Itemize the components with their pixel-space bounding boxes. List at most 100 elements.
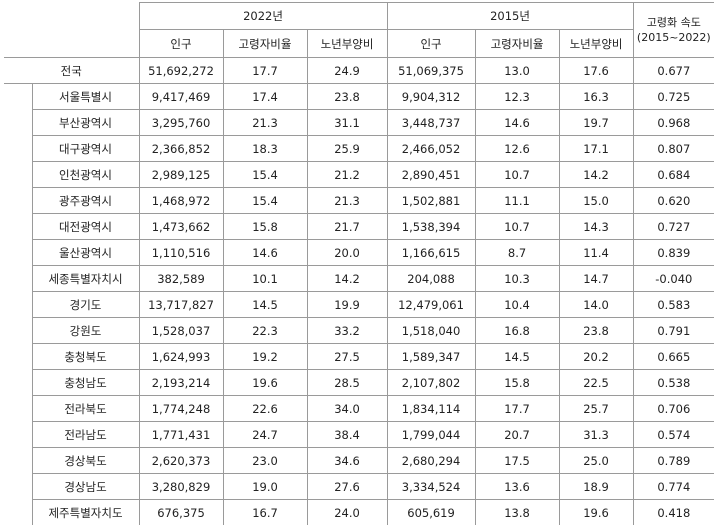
- elder-ratio-2022-cell: 18.3: [223, 136, 307, 162]
- pop-2015-cell: 1,166,615: [387, 240, 475, 266]
- elder-ratio-2015-cell: 11.1: [475, 188, 559, 214]
- elder-ratio-2015-cell: 10.3: [475, 266, 559, 292]
- dependency-2015-cell: 31.3: [559, 422, 633, 448]
- elder-ratio-2022-cell: 21.3: [223, 110, 307, 136]
- elder-ratio-2022-cell: 15.4: [223, 162, 307, 188]
- elder-ratio-2015-cell: 13.8: [475, 500, 559, 525]
- aging-speed-cell: 0.574: [633, 422, 714, 448]
- header-pop-2015: 인구: [387, 30, 475, 58]
- region-cell: 서울특별시: [32, 84, 139, 110]
- elder-ratio-2015-cell: 17.5: [475, 448, 559, 474]
- elder-ratio-2015-cell: 13.0: [475, 58, 559, 84]
- dependency-2022-cell: 31.1: [307, 110, 387, 136]
- pop-2015-cell: 51,069,375: [387, 58, 475, 84]
- elder-ratio-2015-cell: 12.6: [475, 136, 559, 162]
- pop-2015-cell: 1,518,040: [387, 318, 475, 344]
- header-corner: [4, 3, 139, 58]
- pop-2015-cell: 1,502,881: [387, 188, 475, 214]
- elder-ratio-2022-cell: 24.7: [223, 422, 307, 448]
- header-aging-speed-line2: (2015~2022): [634, 30, 715, 45]
- region-cell: 경기도: [32, 292, 139, 318]
- dependency-2022-cell: 27.5: [307, 344, 387, 370]
- header-group-2022: 2022년: [139, 3, 387, 30]
- pop-2022-cell: 3,295,760: [139, 110, 223, 136]
- dependency-2022-cell: 27.6: [307, 474, 387, 500]
- header-elder-ratio-2015: 고령자비율: [475, 30, 559, 58]
- elder-ratio-2022-cell: 19.6: [223, 370, 307, 396]
- pop-2015-cell: 2,107,802: [387, 370, 475, 396]
- dependency-2022-cell: 38.4: [307, 422, 387, 448]
- pop-2015-cell: 1,834,114: [387, 396, 475, 422]
- pop-2015-cell: 12,479,061: [387, 292, 475, 318]
- elder-ratio-2022-cell: 22.3: [223, 318, 307, 344]
- region-cell: 전라북도: [32, 396, 139, 422]
- aging-speed-cell: 0.684: [633, 162, 714, 188]
- pop-2022-cell: 382,589: [139, 266, 223, 292]
- header-dependency-2015: 노년부양비: [559, 30, 633, 58]
- pop-2022-cell: 51,692,272: [139, 58, 223, 84]
- dependency-2015-cell: 22.5: [559, 370, 633, 396]
- pop-2022-cell: 1,110,516: [139, 240, 223, 266]
- pop-2022-cell: 2,620,373: [139, 448, 223, 474]
- dependency-2022-cell: 14.2: [307, 266, 387, 292]
- dependency-2022-cell: 33.2: [307, 318, 387, 344]
- pop-2015-cell: 1,799,044: [387, 422, 475, 448]
- aging-speed-cell: 0.839: [633, 240, 714, 266]
- pop-2022-cell: 13,717,827: [139, 292, 223, 318]
- elder-ratio-2022-cell: 15.4: [223, 188, 307, 214]
- elder-ratio-2022-cell: 15.8: [223, 214, 307, 240]
- elder-ratio-2022-cell: 16.7: [223, 500, 307, 525]
- table-row-national: 전국 51,692,272 17.7 24.9 51,069,375 13.0 …: [4, 58, 714, 84]
- header-dependency-2022: 노년부양비: [307, 30, 387, 58]
- dependency-2022-cell: 20.0: [307, 240, 387, 266]
- region-cell: 대전광역시: [32, 214, 139, 240]
- dependency-2022-cell: 21.3: [307, 188, 387, 214]
- elder-ratio-2022-cell: 17.7: [223, 58, 307, 84]
- pop-2022-cell: 3,280,829: [139, 474, 223, 500]
- header-aging-speed: 고령화 속도 (2015~2022): [633, 3, 714, 58]
- elder-ratio-2015-cell: 14.5: [475, 344, 559, 370]
- region-cell: 인천광역시: [32, 162, 139, 188]
- pop-2022-cell: 2,366,852: [139, 136, 223, 162]
- pop-2022-cell: 1,774,248: [139, 396, 223, 422]
- aging-speed-cell: 0.706: [633, 396, 714, 422]
- dependency-2015-cell: 11.4: [559, 240, 633, 266]
- pop-2015-cell: 3,334,524: [387, 474, 475, 500]
- region-cell: 전라남도: [32, 422, 139, 448]
- elder-ratio-2015-cell: 15.8: [475, 370, 559, 396]
- elder-ratio-2022-cell: 23.0: [223, 448, 307, 474]
- elder-ratio-2022-cell: 19.2: [223, 344, 307, 370]
- pop-2022-cell: 1,473,662: [139, 214, 223, 240]
- dependency-2015-cell: 15.0: [559, 188, 633, 214]
- region-cell: 울산광역시: [32, 240, 139, 266]
- elder-ratio-2015-cell: 8.7: [475, 240, 559, 266]
- pop-2022-cell: 1,528,037: [139, 318, 223, 344]
- elder-ratio-2015-cell: 10.4: [475, 292, 559, 318]
- pop-2022-cell: 9,417,469: [139, 84, 223, 110]
- pop-2015-cell: 1,538,394: [387, 214, 475, 240]
- table-body: 전국 51,692,272 17.7 24.9 51,069,375 13.0 …: [4, 58, 714, 525]
- aging-speed-cell: 0.727: [633, 214, 714, 240]
- aging-speed-cell: 0.968: [633, 110, 714, 136]
- elder-ratio-2015-cell: 14.6: [475, 110, 559, 136]
- dependency-2022-cell: 34.6: [307, 448, 387, 474]
- indent-spacer: [4, 84, 32, 525]
- pop-2015-cell: 3,448,737: [387, 110, 475, 136]
- aging-speed-cell: -0.040: [633, 266, 714, 292]
- region-cell: 세종특별자치시: [32, 266, 139, 292]
- dependency-2015-cell: 18.9: [559, 474, 633, 500]
- aging-speed-cell: 0.418: [633, 500, 714, 525]
